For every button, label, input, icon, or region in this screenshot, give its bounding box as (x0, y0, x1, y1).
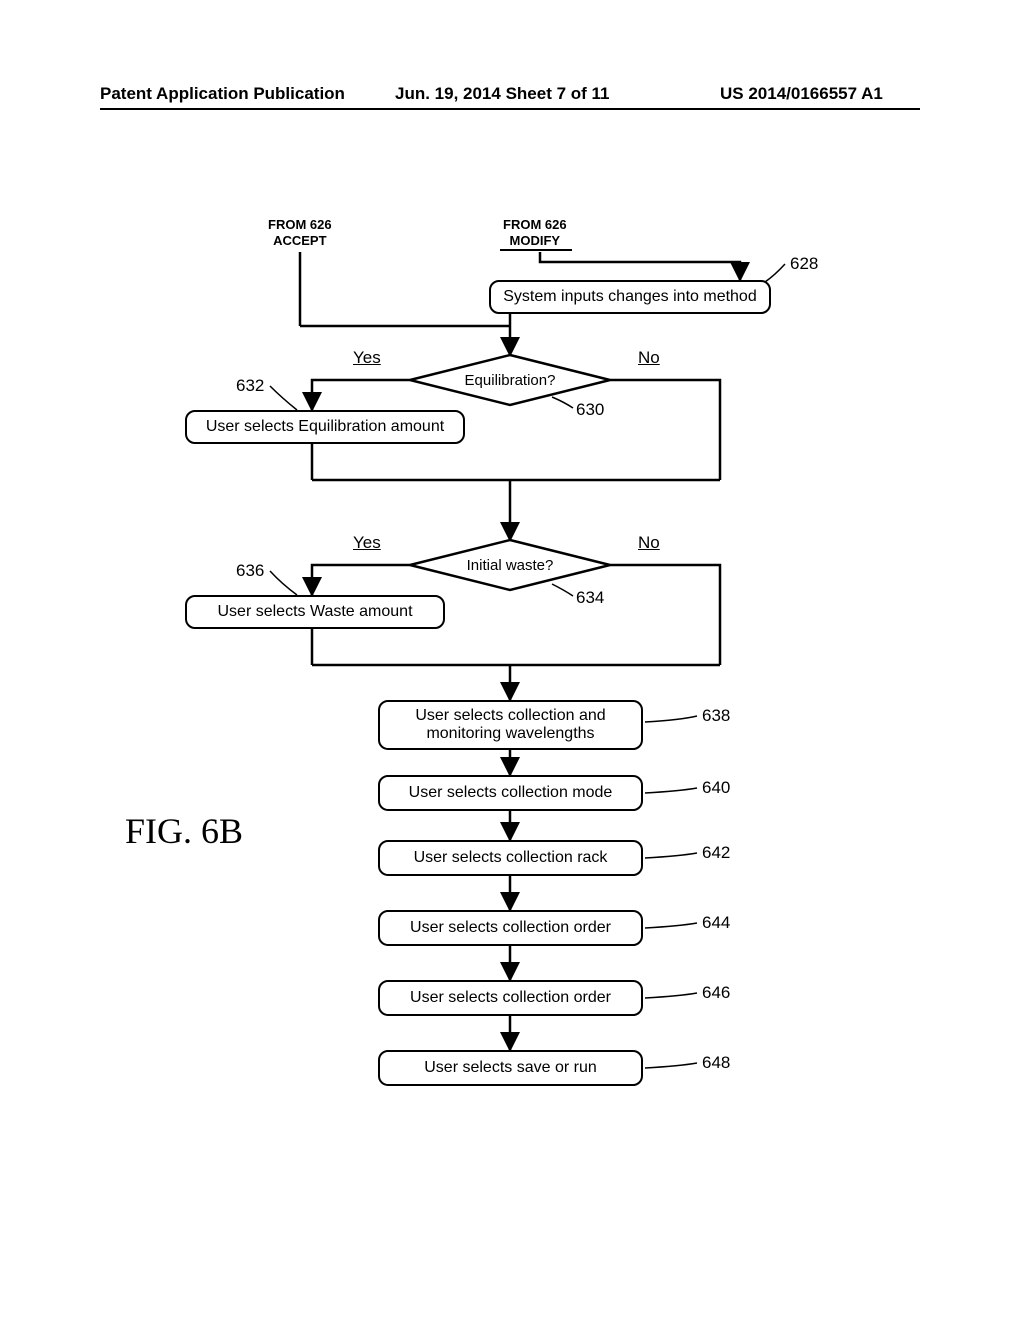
box-640: User selects collection mode (378, 775, 643, 811)
box-648: User selects save or run (378, 1050, 643, 1086)
ref-646: 646 (702, 983, 730, 1003)
ref-630: 630 (576, 400, 604, 420)
diamond-equil-text: Equilibration? (465, 372, 556, 389)
ref-638: 638 (702, 706, 730, 726)
header-left: Patent Application Publication (100, 84, 345, 104)
ref-640: 640 (702, 778, 730, 798)
box-644: User selects collection order (378, 910, 643, 946)
equil-no-label: No (638, 348, 660, 368)
ref-648: 648 (702, 1053, 730, 1073)
header-rule (100, 108, 920, 110)
box-642: User selects collection rack (378, 840, 643, 876)
waste-yes-label: Yes (353, 533, 381, 553)
ref-642: 642 (702, 843, 730, 863)
waste-no-label: No (638, 533, 660, 553)
box-638: User selects collection and monitoring w… (378, 700, 643, 750)
diamond-waste-text: Initial waste? (467, 557, 554, 574)
connector-overlay: Equilibration? Initial waste? (0, 0, 1024, 1320)
page-root: Patent Application Publication Jun. 19, … (0, 0, 1024, 1320)
box-628: System inputs changes into method (489, 280, 771, 314)
ref-636: 636 (236, 561, 264, 581)
entry-label-modify: FROM 626 MODIFY (503, 217, 567, 250)
box-646: User selects collection order (378, 980, 643, 1016)
ref-628: 628 (790, 254, 818, 274)
ref-644: 644 (702, 913, 730, 933)
figure-title: FIG. 6B (125, 810, 243, 852)
entry-label-accept: FROM 626 ACCEPT (268, 217, 332, 250)
equil-yes-label: Yes (353, 348, 381, 368)
ref-634: 634 (576, 588, 604, 608)
box-632: User selects Equilibration amount (185, 410, 465, 444)
header-center: Jun. 19, 2014 Sheet 7 of 11 (395, 84, 610, 104)
header-right: US 2014/0166557 A1 (720, 84, 883, 104)
box-636: User selects Waste amount (185, 595, 445, 629)
ref-632: 632 (236, 376, 264, 396)
